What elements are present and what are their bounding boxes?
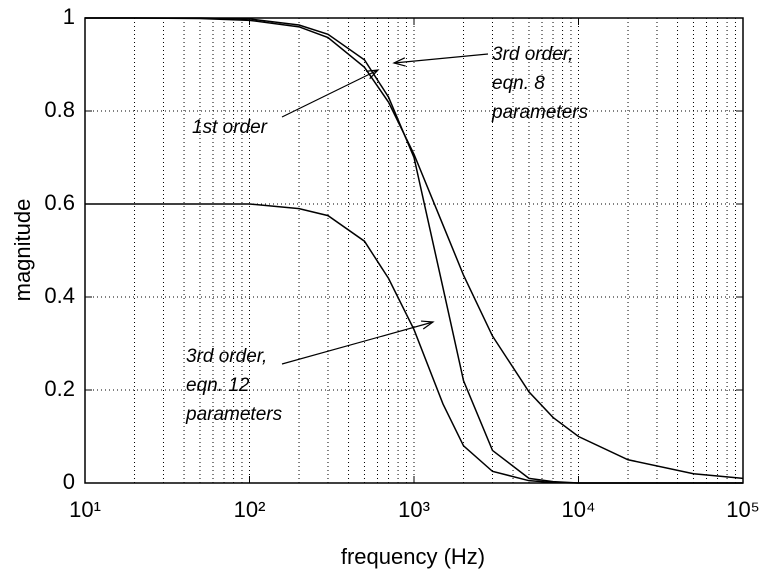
y-tick-label: 0.6 <box>44 190 75 215</box>
annotation: 3rd order, <box>186 346 267 367</box>
annotation: parameters <box>491 102 589 123</box>
x-tick-label: 10⁴ <box>562 497 596 522</box>
annotation-arrow <box>281 69 379 118</box>
annotation: eqn. 12 <box>186 375 250 396</box>
annotation-arrow <box>393 53 489 64</box>
x-tick-label: 10³ <box>398 497 430 522</box>
annotation: eqn. 8 <box>492 73 545 94</box>
arrow-head <box>420 320 435 330</box>
annotation: 3rd order, <box>492 44 573 65</box>
y-tick-label: 0.8 <box>44 97 75 122</box>
y-tick-label: 0.2 <box>44 376 75 401</box>
line-series <box>85 17 744 480</box>
x-tick-label: 10¹ <box>69 497 101 522</box>
x-tick-label: 10² <box>234 497 266 522</box>
arrow-head <box>392 57 406 67</box>
y-tick-label: 0 <box>63 469 75 494</box>
x-tick-label: 10⁵ <box>726 497 760 522</box>
annotation: 1st order <box>192 117 268 138</box>
x-axis-label: frequency (Hz) <box>341 544 485 569</box>
y-axis-label: magnitude <box>10 199 35 302</box>
arrow-head <box>366 69 380 80</box>
plot-frame <box>84 17 744 484</box>
line-series <box>85 203 743 484</box>
y-tick-label: 0.4 <box>44 283 75 308</box>
annotation: parameters <box>185 404 283 425</box>
y-tick-label: 1 <box>63 4 75 29</box>
annotation-arrow <box>281 321 434 365</box>
